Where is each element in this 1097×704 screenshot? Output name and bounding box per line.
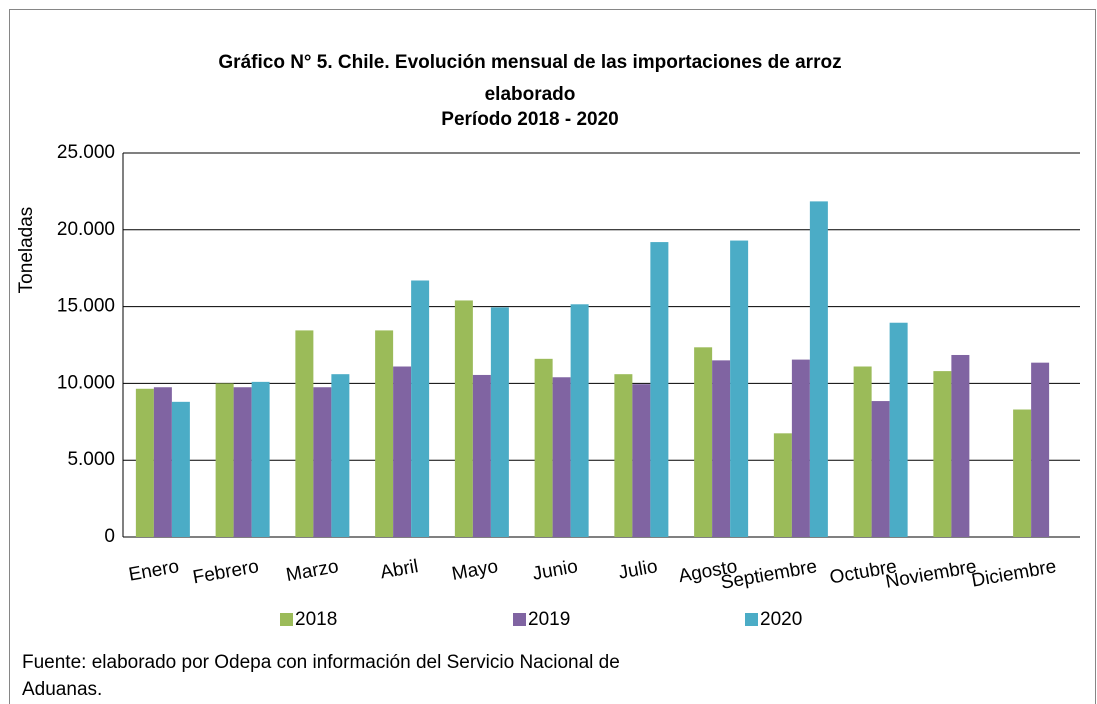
- chart-title: elaborado: [485, 84, 576, 105]
- y-tick-label: 25.000: [57, 142, 115, 163]
- bar: [773, 433, 792, 537]
- bar: [295, 330, 314, 537]
- bar: [730, 240, 749, 537]
- y-tick-label: 0: [104, 526, 115, 547]
- source-note: Fuente: elaborado por Odepa con informac…: [22, 652, 620, 673]
- y-tick-label: 15.000: [57, 296, 115, 317]
- legend-label: 2020: [760, 609, 802, 630]
- bar: [614, 374, 633, 537]
- bar: [694, 347, 713, 537]
- x-tick-label: Mayo: [450, 556, 499, 585]
- bar: [171, 401, 190, 537]
- x-tick-label: Noviembre: [884, 556, 978, 593]
- bar: [454, 300, 473, 537]
- legend-swatch: [745, 613, 758, 626]
- bar: [871, 401, 890, 537]
- chart-title: Gráfico N° 5. Chile. Evolución mensual d…: [218, 52, 841, 73]
- legend-swatch: [513, 613, 526, 626]
- source-note: Aduanas.: [22, 679, 102, 700]
- frame: [9, 9, 1096, 704]
- x-tick-label: Junio: [531, 556, 579, 585]
- bar: [375, 330, 394, 537]
- bar: [233, 387, 252, 537]
- y-tick-label: 20.000: [57, 219, 115, 240]
- bar: [650, 242, 669, 537]
- bar: [490, 307, 509, 537]
- y-tick-label: 5.000: [67, 449, 115, 470]
- bar: [951, 354, 970, 537]
- x-tick-label: Febrero: [191, 556, 260, 588]
- bar: [933, 371, 952, 537]
- legend-label: 2019: [528, 609, 570, 630]
- bar: [472, 374, 491, 537]
- y-axis-label: Toneladas: [16, 207, 37, 294]
- bar: [889, 322, 908, 537]
- bar: [1031, 362, 1050, 537]
- bar: [313, 387, 332, 537]
- bar: [153, 387, 172, 537]
- bar: [552, 377, 571, 537]
- bar: [809, 201, 828, 537]
- bar: [135, 388, 154, 537]
- bar: [712, 360, 731, 537]
- bar: [791, 359, 810, 537]
- bar: [534, 358, 553, 537]
- bar: [215, 383, 234, 537]
- bar: [411, 280, 430, 537]
- y-tick-label: 10.000: [57, 372, 115, 393]
- bar: [632, 384, 651, 537]
- bar: [393, 366, 412, 537]
- bar: [251, 381, 270, 537]
- bar: [853, 366, 872, 537]
- bar: [331, 374, 350, 537]
- bar: [570, 304, 589, 537]
- x-tick-label: Enero: [127, 556, 181, 585]
- x-tick-label: Julio: [617, 556, 659, 583]
- bar: [1013, 409, 1032, 537]
- legend-swatch: [280, 613, 293, 626]
- x-tick-label: Diciembre: [970, 556, 1058, 592]
- chart-title: Período 2018 - 2020: [441, 109, 618, 130]
- x-tick-label: Abril: [379, 556, 420, 583]
- x-tick-label: Marzo: [284, 556, 340, 586]
- legend-label: 2018: [295, 609, 337, 630]
